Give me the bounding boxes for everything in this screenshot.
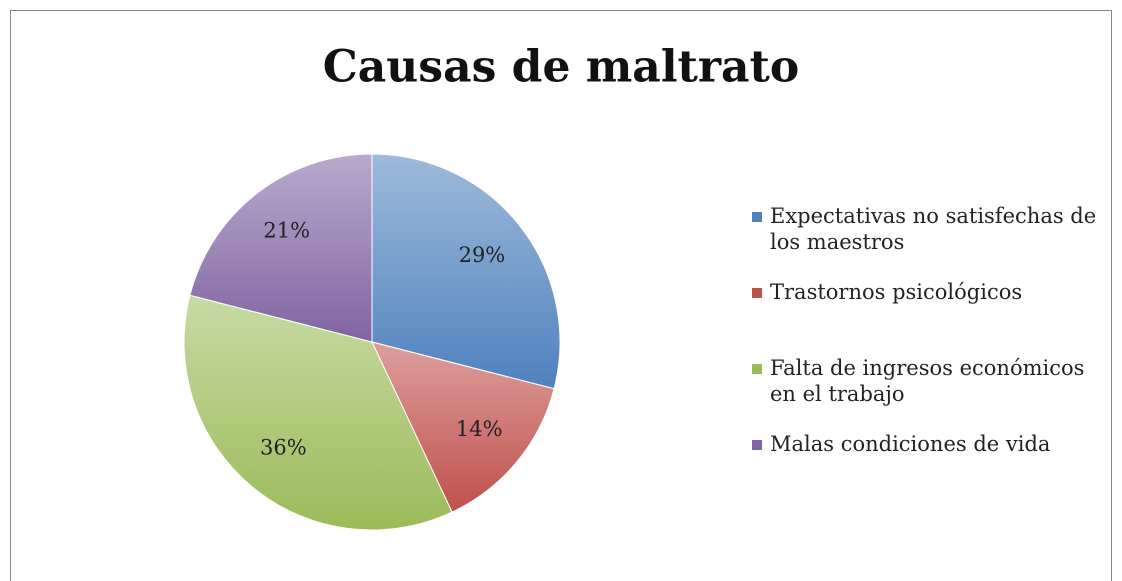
pie-slice [371,341,555,513]
legend-item: Falta de ingresos económicos en el traba… [752,355,1112,407]
pie-slice [189,153,373,343]
legend-label: Falta de ingresos económicos en el traba… [770,356,1085,406]
data-label: 29% [459,243,506,267]
legend-label: Expectativas no satisfechas de los maest… [770,204,1097,254]
data-label: 36% [260,436,307,460]
legend-swatch [752,212,762,222]
legend-item: Malas condiciones de vida [752,431,1112,457]
chart-border [10,10,1112,581]
legend-swatch [752,440,762,450]
pie-slice [183,294,453,531]
legend-label: Malas condiciones de vida [770,432,1051,456]
legend-item: Trastornos psicológicos [752,279,1112,305]
pie-slice [371,153,561,390]
legend-swatch [752,364,762,374]
legend-label: Trastornos psicológicos [770,280,1023,304]
chart-title: Causas de maltrato [323,42,799,93]
data-label: 21% [263,219,310,243]
legend-swatch [752,288,762,298]
legend-item: Expectativas no satisfechas de los maest… [752,203,1112,255]
data-label: 14% [456,417,503,441]
